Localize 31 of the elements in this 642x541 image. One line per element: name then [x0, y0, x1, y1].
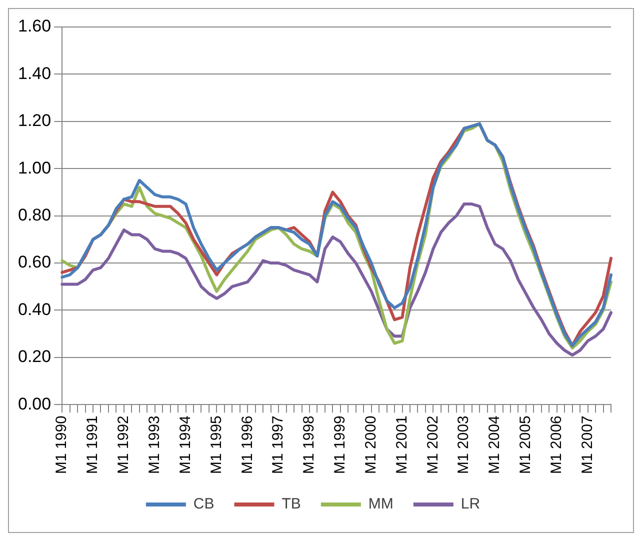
x-tick-label: M1 2000 — [362, 416, 380, 474]
legend-label: MM — [368, 496, 394, 513]
x-tick-label: M1 2005 — [517, 416, 534, 474]
y-tick-label: 0.60 — [18, 252, 52, 272]
y-tick-label: 0.20 — [18, 347, 52, 366]
x-tick-label: M1 2004 — [486, 416, 504, 474]
x-tick-label: M1 1991 — [84, 416, 102, 474]
x-tick-label: M1 1997 — [270, 416, 287, 474]
x-tick-label: M1 1992 — [115, 416, 132, 474]
y-tick-label: 0.00 — [18, 394, 52, 414]
legend-label: LR — [460, 496, 480, 513]
x-tick-label: M1 2002 — [424, 416, 442, 474]
x-tick-label: M1 1999 — [332, 416, 349, 474]
y-tick-label: 0.40 — [18, 300, 52, 319]
x-tick-label: M1 2007 — [578, 416, 596, 474]
x-tick-label: M1 1993 — [146, 416, 163, 474]
y-tick-label: 1.20 — [18, 111, 52, 130]
y-tick-label: 1.60 — [18, 16, 52, 36]
x-tick-label: M1 1995 — [208, 416, 225, 474]
y-tick-label: 1.40 — [18, 64, 52, 83]
x-tick-label: M1 2001 — [393, 416, 410, 474]
x-tick-label: M1 2006 — [548, 416, 566, 474]
x-tick-label: M1 1990 — [53, 416, 70, 474]
x-tick-label: M1 1994 — [176, 416, 194, 474]
x-tick-label: M1 2003 — [455, 416, 472, 474]
y-tick-label: 0.80 — [18, 206, 52, 224]
x-tick-label: M1 1996 — [238, 416, 256, 474]
legend-label: CB — [193, 496, 214, 513]
y-tick-label: 1.00 — [18, 158, 52, 178]
legend-label: TB — [282, 496, 301, 513]
x-tick-label: M1 1998 — [300, 416, 318, 474]
